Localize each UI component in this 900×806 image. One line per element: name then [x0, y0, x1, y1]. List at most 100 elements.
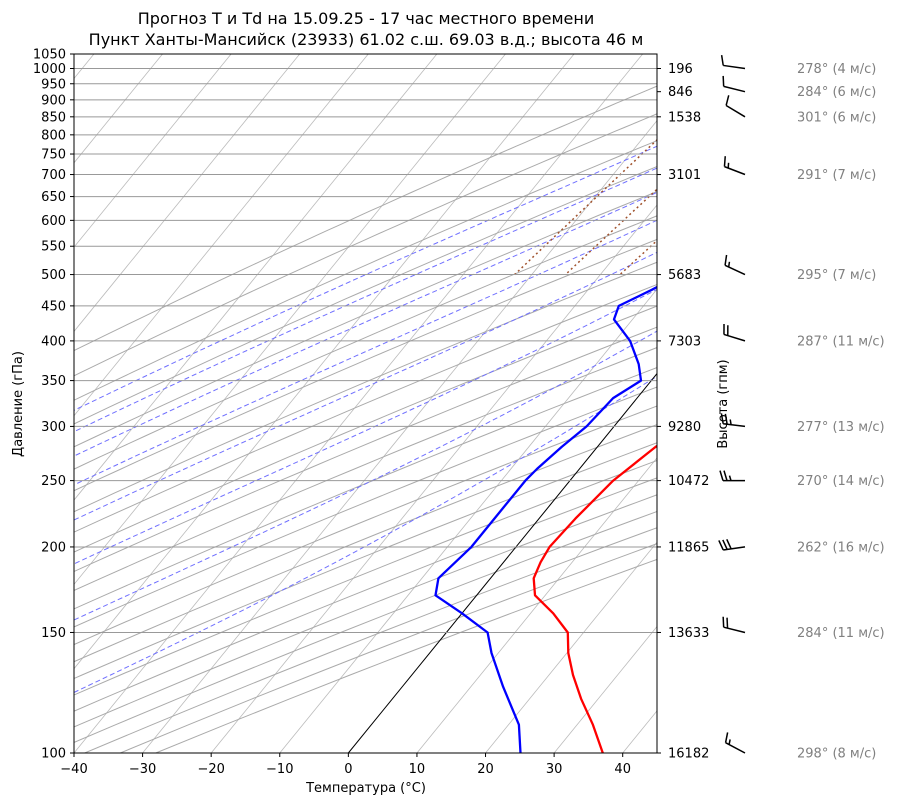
height-tick-label: 9280 [668, 420, 701, 435]
dry-adiabat-line [74, 347, 657, 591]
dry-adiabat-line [74, 283, 657, 533]
pressure-tick-label: 100 [41, 747, 66, 762]
wind-barb-flag [720, 413, 724, 424]
x-tick-label: −30 [129, 762, 156, 777]
moist-adiabat-line [74, 145, 657, 411]
dry-adiabat-line [120, 543, 657, 753]
wind-barb-shaft [723, 64, 746, 70]
zero-isotherm-line [347, 372, 657, 753]
dry-adiabat-line [74, 113, 657, 377]
wind-label: 284° (6 м/с) [797, 85, 876, 100]
wind-barb-flag [725, 95, 730, 106]
dry-adiabat-line [74, 191, 657, 448]
adiabat-lines [74, 54, 900, 753]
dry-adiabat-line [74, 261, 657, 513]
height-tick-label: 5683 [668, 268, 701, 283]
wind-barb-half-flag [727, 162, 730, 169]
x-tick-label: 10 [409, 762, 426, 777]
wind-barb-flag [724, 732, 729, 743]
wind-barb [724, 732, 746, 754]
x-axis-ticks: −40 −30 −20 −10 0 10 20 30 40 [60, 753, 631, 777]
pressure-tick-label: 150 [41, 626, 66, 641]
x-tick-label: 30 [546, 762, 563, 777]
pressure-tick-label: 250 [41, 474, 66, 489]
dry-adiabat-line [74, 367, 657, 610]
height-tick-label: 3101 [668, 168, 701, 183]
wind-label: 284° (11 м/с) [797, 626, 885, 641]
x-tick-label: 40 [614, 762, 631, 777]
height-tick-label: 846 [668, 85, 693, 100]
moist-adiabat-line [74, 251, 657, 521]
pressure-tick-label: 800 [41, 128, 66, 143]
wind-barb [725, 95, 746, 118]
wind-barb [722, 616, 746, 634]
isotherm-line [74, 54, 438, 501]
isotherm-line [485, 541, 657, 753]
dewpoint-line [434, 285, 657, 753]
x-tick-label: 0 [344, 762, 352, 777]
wind-barb-flag [727, 325, 729, 336]
pressure-tick-label: 950 [41, 77, 66, 92]
isotherm-line [142, 120, 657, 753]
chart-subtitle: Пункт Ханты-Мансийск (23933) 61.02 с.ш. … [89, 30, 644, 49]
isotherm-line [74, 54, 506, 586]
dry-adiabat-line [74, 326, 657, 573]
moist-adiabat-line [74, 191, 657, 457]
moist-adiabat-line [74, 288, 657, 565]
mixing-ratio-line [564, 188, 657, 276]
height-tick-label: 16182 [668, 747, 709, 762]
isotherm-line [760, 54, 900, 753]
wind-barb-flag [722, 539, 728, 550]
pressure-tick-label: 850 [41, 110, 66, 125]
wind-barb-flag [722, 616, 725, 628]
dry-adiabat-line [74, 386, 657, 628]
wind-label: 277° (13 м/с) [797, 420, 885, 435]
dry-adiabat-line [74, 140, 657, 401]
pressure-tick-label: 600 [41, 214, 66, 229]
wind-barb [718, 539, 746, 551]
isotherm-line [622, 710, 657, 753]
wind-label: 287° (11 м/с) [797, 334, 885, 349]
height-axis-ticks: 196 846 1538 3101 5683 7303 9280 10472 11865 1363… [657, 62, 709, 762]
height-tick-label: 11865 [668, 540, 709, 555]
pressure-tick-label: 550 [41, 240, 66, 255]
moist-adiabat-line [74, 167, 657, 433]
dry-adiabat-line [74, 238, 657, 492]
pressure-tick-label: 500 [41, 268, 66, 283]
wind-barb-half-flag [728, 739, 731, 745]
mixing-ratio-line [514, 138, 657, 276]
wind-barb-half-flag [727, 261, 731, 268]
isotherm-line [74, 54, 575, 670]
height-tick-label: 196 [668, 62, 693, 77]
moist-adiabat-line [74, 375, 657, 694]
pressure-tick-label: 350 [41, 374, 66, 389]
chart-title: Прогноз T и Td на 15.09.25 - 17 час мест… [138, 9, 594, 28]
wind-barb [720, 55, 746, 70]
height-tick-label: 13633 [668, 626, 709, 641]
dry-adiabat-line [74, 477, 657, 712]
isotherm-line [416, 457, 657, 753]
height-tick-label: 10472 [668, 474, 709, 489]
dry-adiabat-line [155, 558, 657, 753]
wind-barb [724, 254, 746, 276]
pressure-tick-label: 900 [41, 93, 66, 108]
plot-frame [73, 53, 658, 754]
wind-barb [722, 75, 746, 93]
dry-adiabat-line [74, 405, 657, 646]
wind-barb-flag [719, 470, 724, 481]
dry-adiabat-line [74, 494, 657, 728]
dry-adiabat-line [74, 510, 657, 743]
isotherm-line [210, 204, 657, 753]
wind-label: 291° (7 м/с) [797, 168, 876, 183]
x-tick-label: 20 [477, 762, 494, 777]
isotherm-line [74, 54, 232, 248]
wind-barb-flag [723, 156, 726, 167]
wind-label: 301° (6 м/с) [797, 110, 876, 125]
dry-adiabat-line [74, 424, 657, 663]
dry-adiabat-line [74, 215, 657, 470]
wind-barb-half-flag [728, 475, 732, 481]
wind-barb-half-flag [729, 419, 732, 425]
pressure-tick-label: 1000 [33, 62, 66, 77]
wind-barb [723, 156, 746, 176]
